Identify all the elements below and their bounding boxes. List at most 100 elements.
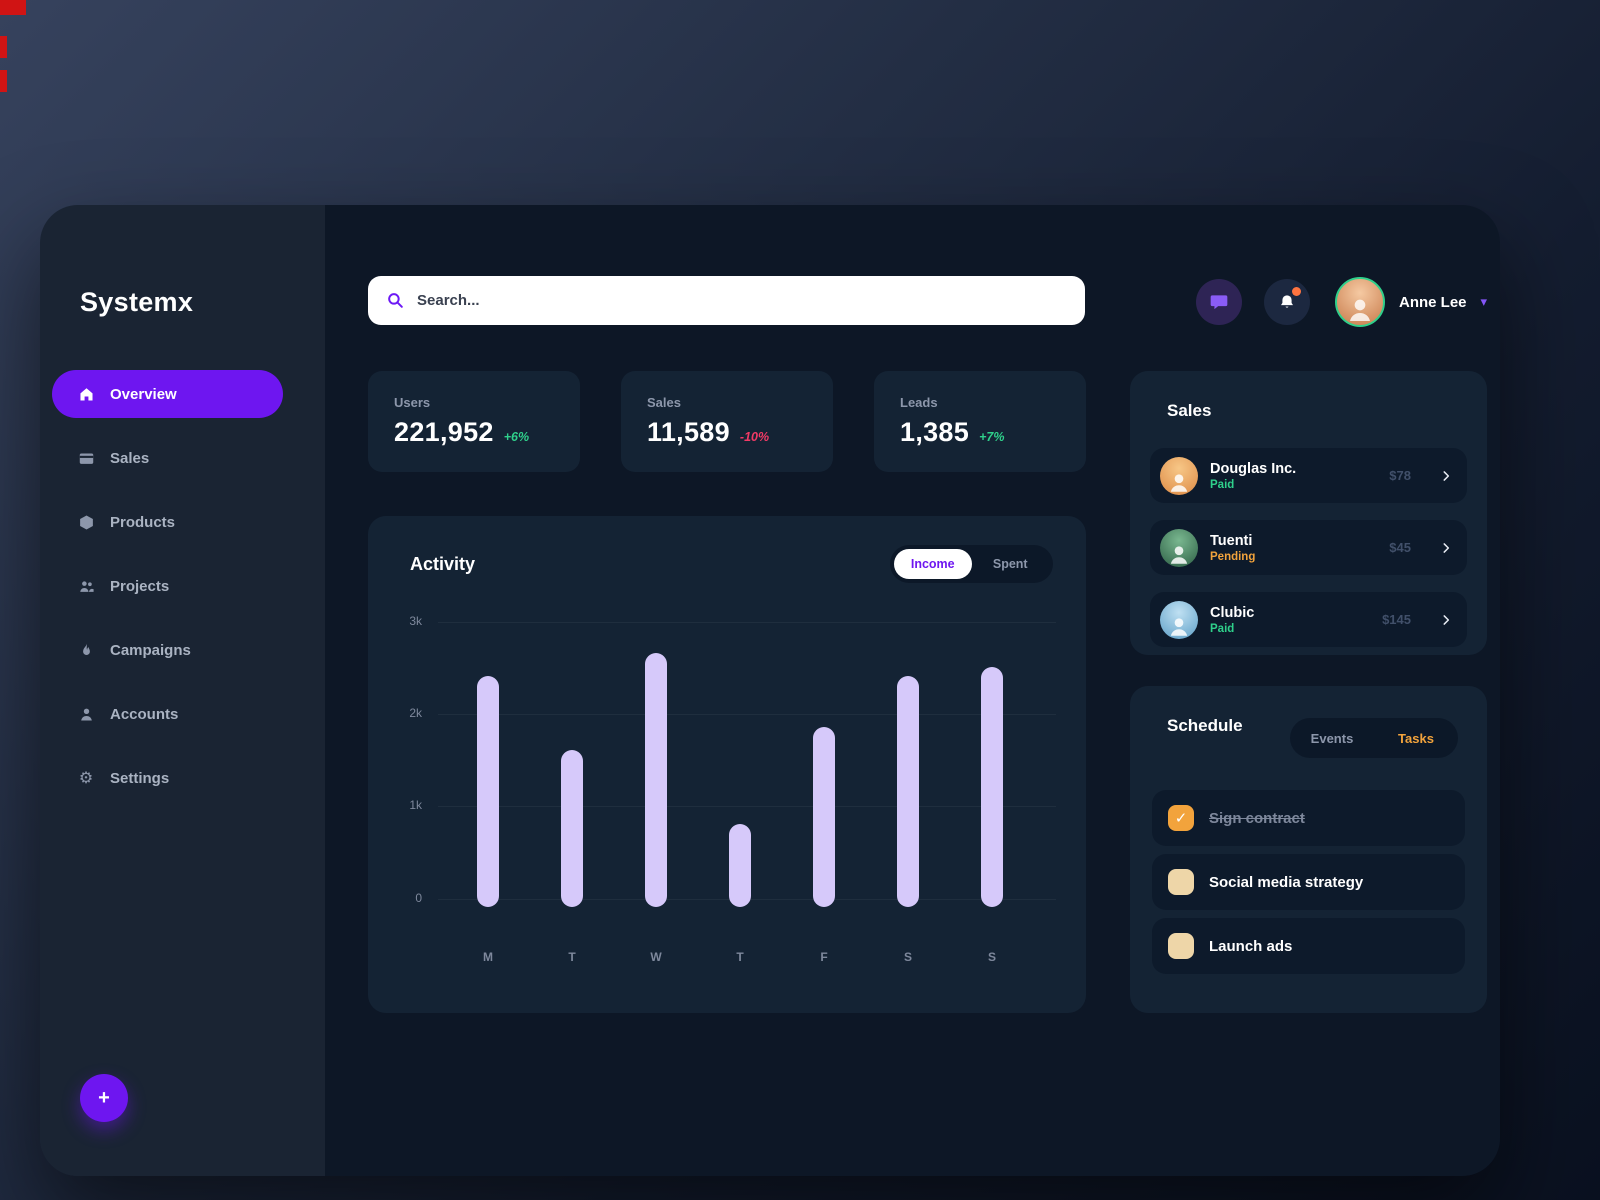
- sidebar-item-label: Sales: [110, 449, 150, 467]
- bell-icon: [1281, 295, 1293, 308]
- stat-value: 11,589: [647, 417, 730, 447]
- activity-bar: [729, 824, 751, 907]
- checkbox-checked[interactable]: ✓: [1168, 805, 1194, 831]
- y-axis-tick: 0: [415, 891, 422, 905]
- task-label: Launch ads: [1209, 937, 1293, 955]
- gear-icon: ⚙: [78, 768, 94, 787]
- avatar: [1335, 277, 1385, 327]
- y-axis-tick: 1k: [409, 798, 422, 812]
- sidebar-item-label: Settings: [110, 769, 170, 787]
- status-badge: Paid: [1210, 622, 1235, 635]
- search-icon: [388, 293, 403, 308]
- notification-dot: [1292, 287, 1301, 296]
- status-badge: Pending: [1210, 550, 1256, 563]
- avatar: [1160, 528, 1198, 567]
- client-name: Clubic: [1210, 604, 1255, 621]
- checkbox-unchecked[interactable]: [1168, 933, 1194, 959]
- sidebar-item-settings[interactable]: ⚙ Settings: [52, 754, 283, 802]
- user-name: Anne Lee: [1399, 293, 1467, 311]
- y-axis-tick: 2k: [409, 706, 422, 720]
- app-window: Systemx Overview Sales Products: [40, 205, 1500, 1176]
- sidebar-item-label: Overview: [110, 385, 177, 403]
- activity-bar: [897, 676, 919, 907]
- stat-value: 221,952: [394, 417, 494, 447]
- flame-icon: [77, 641, 95, 659]
- sales-row-tuenti[interactable]: Tuenti Pending $45: [1150, 520, 1467, 575]
- avatar: [1160, 456, 1198, 495]
- task-label: Sign contract: [1209, 809, 1305, 827]
- messages-button[interactable]: [1196, 279, 1242, 325]
- schedule-panel: Schedule Events Tasks ✓ Sign contract So…: [1130, 686, 1487, 1013]
- activity-bar: [981, 667, 1003, 907]
- task-row-sign-contract[interactable]: ✓ Sign contract: [1152, 790, 1465, 846]
- add-button[interactable]: +: [80, 1074, 128, 1122]
- task-label: Social media strategy: [1209, 873, 1364, 891]
- x-axis-tick: S: [903, 950, 912, 964]
- box-icon: [77, 513, 95, 531]
- x-axis-tick: T: [568, 950, 576, 964]
- x-axis-tick: T: [736, 950, 744, 964]
- sidebar-item-label: Projects: [110, 577, 170, 595]
- sidebar-item-sales[interactable]: Sales: [52, 434, 283, 482]
- check-icon: ✓: [1174, 809, 1188, 827]
- user-icon: [77, 705, 95, 723]
- toggle-spent[interactable]: Spent: [992, 557, 1028, 571]
- sales-list: Douglas Inc. Paid $78 Tuenti Pending: [1150, 448, 1467, 647]
- client-name: Tuenti: [1210, 532, 1253, 549]
- notifications-button[interactable]: [1264, 279, 1310, 325]
- stat-card-leads: Leads 1,385 +7%: [874, 371, 1086, 472]
- gridline: [438, 622, 1056, 623]
- plus-icon: +: [98, 1086, 110, 1109]
- task-row-social-media[interactable]: Social media strategy: [1152, 854, 1465, 910]
- screen-artifact: [0, 0, 26, 15]
- amount: $145: [1382, 612, 1411, 627]
- avatar: [1160, 600, 1198, 639]
- sales-row-douglas[interactable]: Douglas Inc. Paid $78: [1150, 448, 1467, 503]
- toggle-income[interactable]: Income: [894, 549, 972, 579]
- card-icon: [77, 449, 95, 467]
- sidebar-item-overview[interactable]: Overview: [52, 370, 283, 418]
- sales-panel-title: Sales: [1167, 401, 1212, 420]
- sidebar-item-label: Campaigns: [110, 641, 191, 659]
- x-axis-tick: S: [987, 950, 996, 964]
- main-content: Anne Lee ▾ Users 221,952 +6% Sales 11,58…: [325, 205, 1500, 1176]
- sidebar-item-accounts[interactable]: Accounts: [52, 690, 283, 738]
- stat-card-users: Users 221,952 +6%: [368, 371, 580, 472]
- activity-bar: [645, 653, 667, 907]
- user-menu[interactable]: Anne Lee ▾: [1335, 277, 1487, 327]
- task-row-launch-ads[interactable]: Launch ads: [1152, 918, 1465, 974]
- client-name: Douglas Inc.: [1210, 460, 1297, 477]
- activity-bar: [813, 727, 835, 907]
- y-axis-tick: 3k: [409, 614, 422, 628]
- search-bar: [368, 276, 1085, 325]
- sales-row-clubic[interactable]: Clubic Paid $145: [1150, 592, 1467, 647]
- stat-card-sales: Sales 11,589 -10%: [621, 371, 833, 472]
- amount: $78: [1389, 468, 1411, 483]
- stat-delta: +7%: [979, 430, 1005, 444]
- search-input[interactable]: [417, 292, 1067, 309]
- gridline: [438, 714, 1056, 715]
- stats-row: Users 221,952 +6% Sales 11,589 -10% Lead…: [368, 371, 1086, 472]
- sidebar-nav: Overview Sales Products Projects: [40, 370, 325, 802]
- activity-card: Activity Income Spent 3k 2k 1k 0: [368, 516, 1086, 1013]
- sidebar-item-products[interactable]: Products: [52, 498, 283, 546]
- stat-label: Leads: [900, 395, 938, 410]
- activity-title: Activity: [410, 554, 476, 574]
- sidebar-item-label: Products: [110, 513, 176, 531]
- sidebar-item-projects[interactable]: Projects: [52, 562, 283, 610]
- x-axis-tick: F: [820, 950, 828, 964]
- schedule-title: Schedule: [1167, 716, 1243, 735]
- screen-artifact: [0, 70, 7, 92]
- tab-tasks[interactable]: Tasks: [1398, 730, 1434, 746]
- app-logo: Systemx: [80, 287, 194, 317]
- chevron-right-icon: [1439, 613, 1453, 627]
- chevron-down-icon: ▾: [1480, 294, 1488, 310]
- tab-events[interactable]: Events: [1310, 730, 1354, 746]
- gridline: [438, 806, 1056, 807]
- sidebar-item-campaigns[interactable]: Campaigns: [52, 626, 283, 674]
- chat-icon: [1210, 295, 1228, 310]
- chevron-right-icon: [1439, 541, 1453, 555]
- chevron-right-icon: [1439, 469, 1453, 483]
- checkbox-unchecked[interactable]: [1168, 869, 1194, 895]
